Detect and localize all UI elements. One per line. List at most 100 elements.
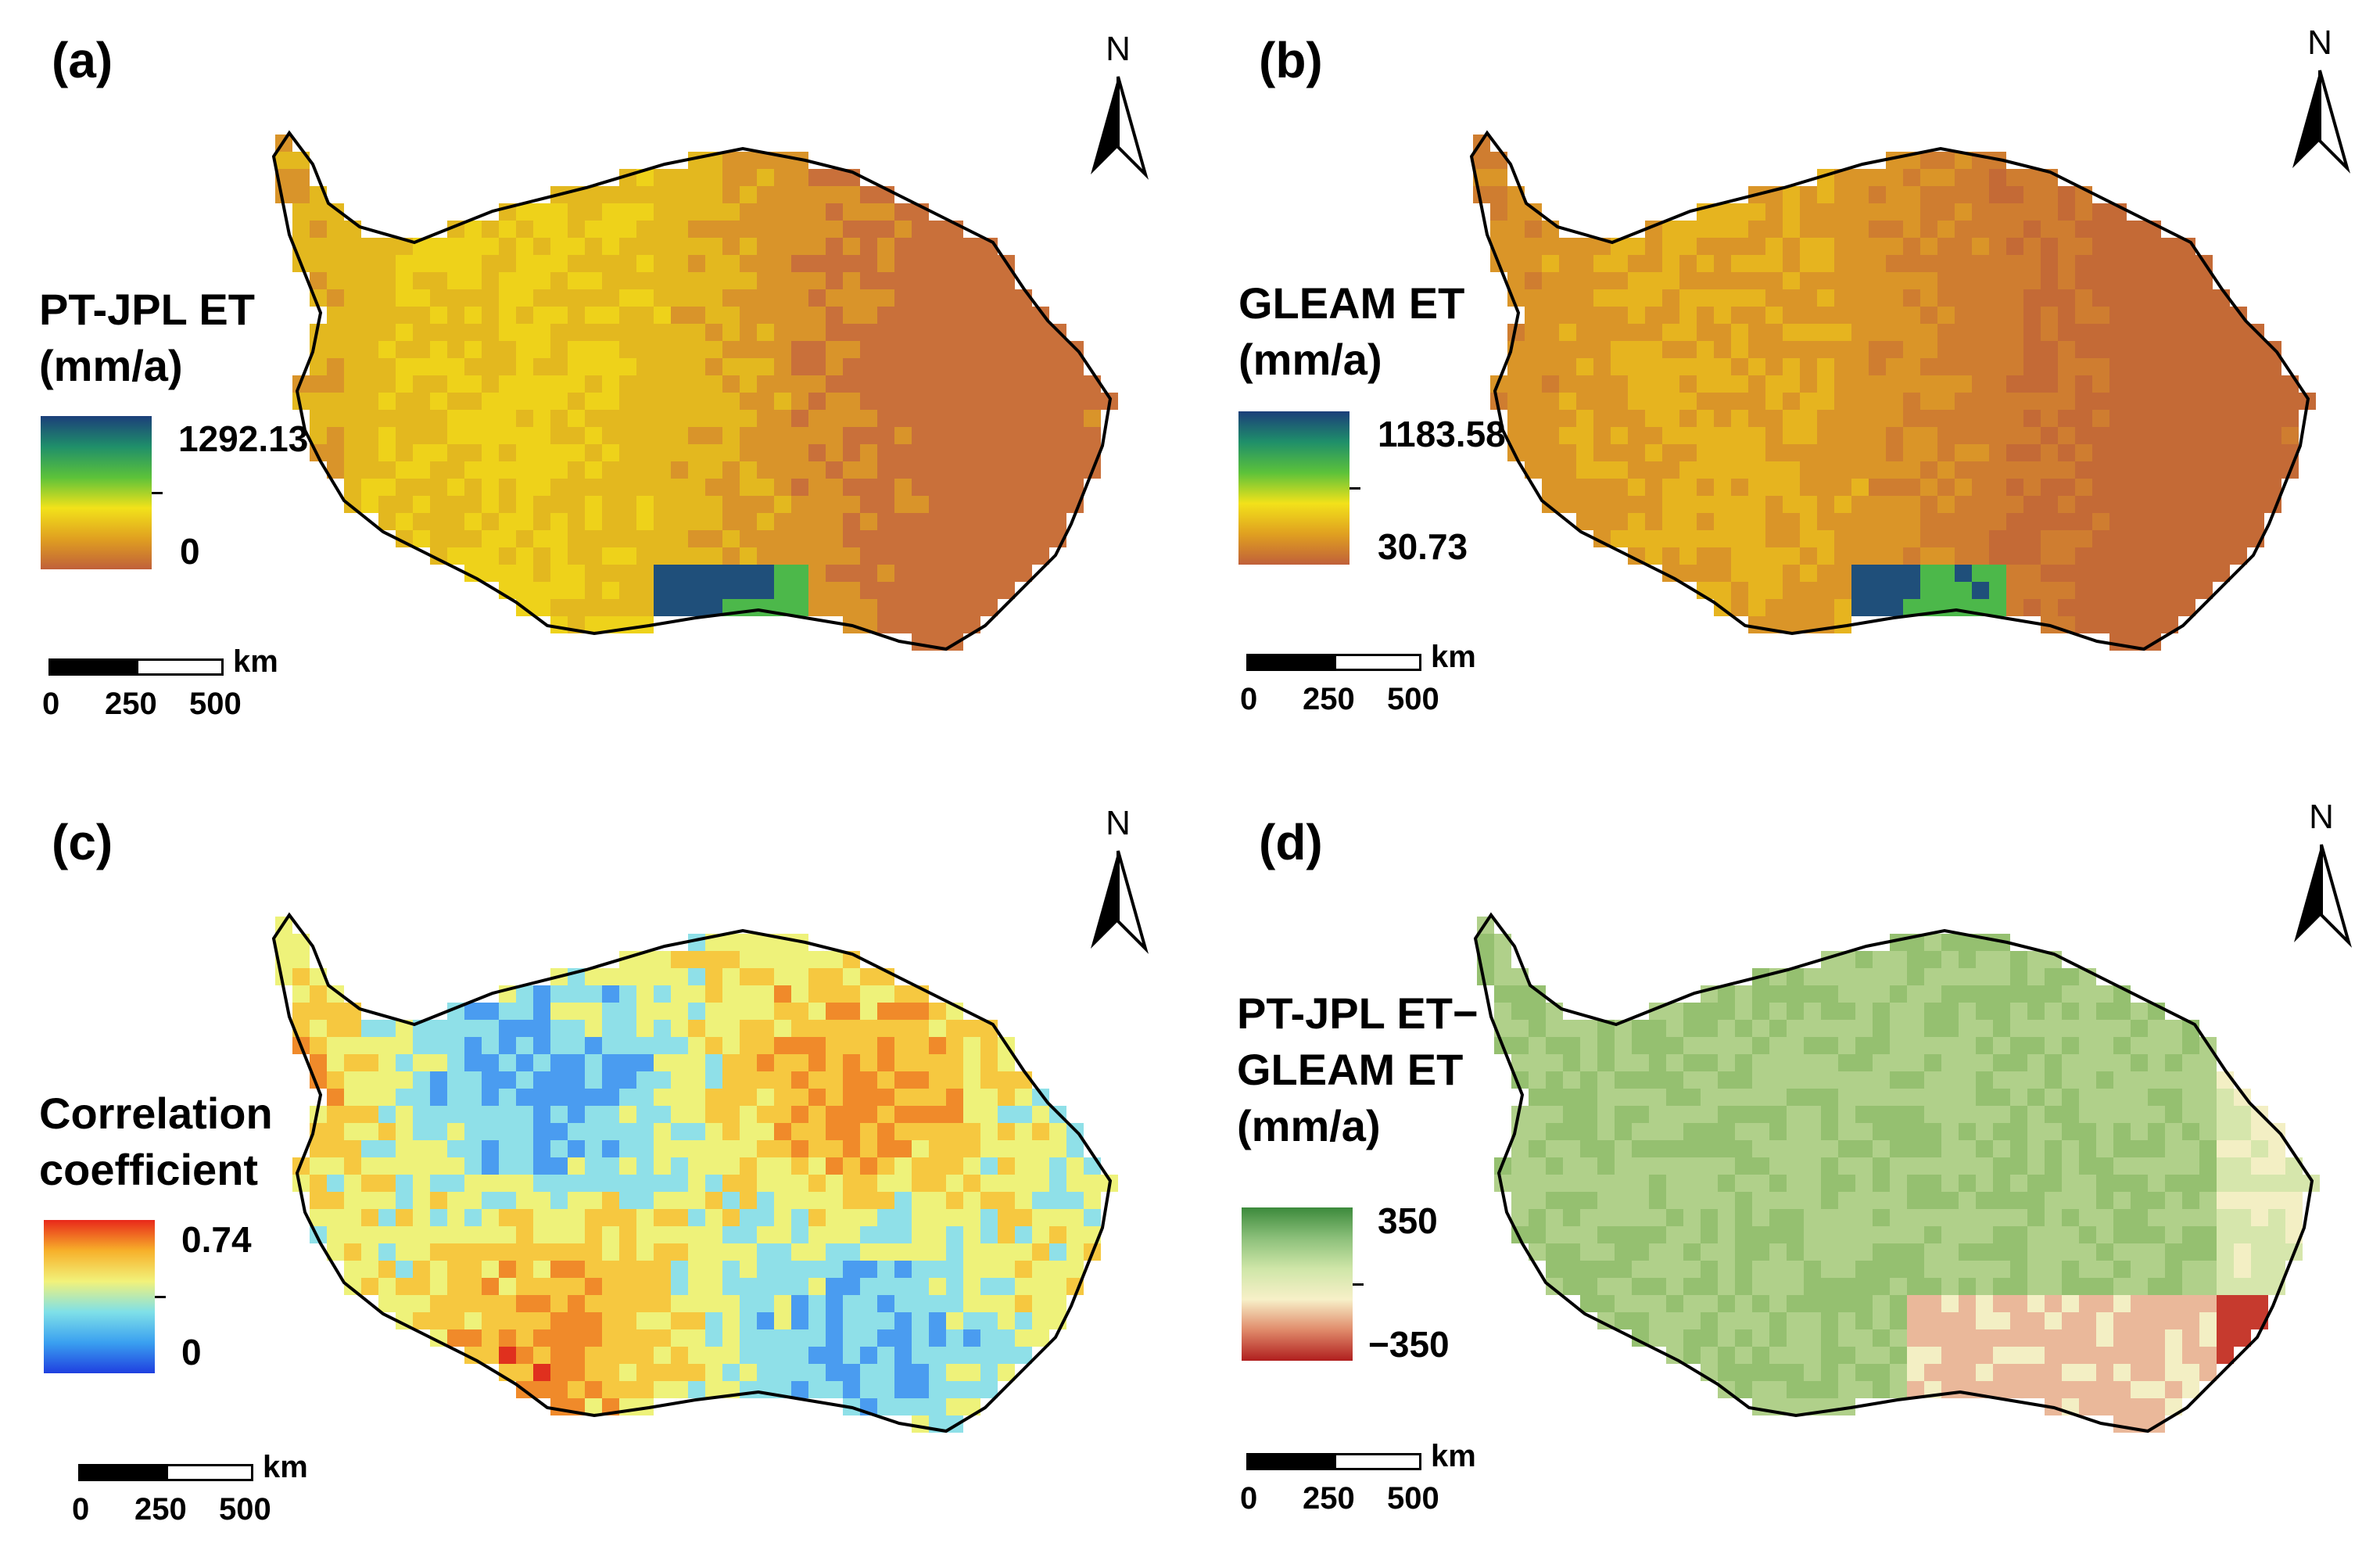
map-cell bbox=[1066, 461, 1084, 479]
map-cell bbox=[482, 513, 499, 530]
map-cell bbox=[550, 1295, 568, 1312]
map-cell bbox=[1542, 238, 1559, 255]
map-cell bbox=[894, 1140, 912, 1157]
map-cell bbox=[688, 221, 705, 238]
map-cell bbox=[1662, 341, 1679, 358]
map-cell bbox=[1903, 393, 1920, 410]
map-cell bbox=[464, 513, 482, 530]
map-cell bbox=[2045, 1381, 2062, 1398]
map-cell bbox=[2023, 375, 2041, 393]
map-cell bbox=[1959, 968, 1976, 985]
map-cell bbox=[843, 1209, 860, 1226]
map-cell bbox=[550, 1329, 568, 1347]
map-cell bbox=[1615, 1226, 1632, 1243]
map-cell bbox=[2285, 1175, 2303, 1192]
map-cell bbox=[2178, 461, 2195, 479]
map-cell bbox=[1855, 1312, 1873, 1329]
map-cell bbox=[464, 255, 482, 272]
map-cell bbox=[2023, 582, 2041, 599]
map-cell bbox=[310, 203, 327, 221]
map-cell bbox=[1752, 1140, 1769, 1157]
map-cell bbox=[1559, 427, 1576, 444]
map-cell bbox=[568, 461, 585, 479]
map-cell bbox=[1580, 1261, 1597, 1278]
map-cell bbox=[568, 375, 585, 393]
map-cell bbox=[361, 289, 378, 307]
map-cell bbox=[1735, 1261, 1752, 1278]
map-cell bbox=[826, 1003, 843, 1020]
map-cell bbox=[2178, 599, 2195, 616]
map-cell bbox=[361, 1278, 378, 1295]
map-cell bbox=[1765, 461, 1783, 479]
map-cell bbox=[1563, 1037, 1580, 1054]
map-cell bbox=[2096, 1398, 2113, 1415]
map-cell bbox=[1679, 513, 1697, 530]
map-cell bbox=[2010, 1295, 2027, 1312]
map-cell bbox=[860, 358, 877, 375]
map-cell bbox=[946, 1295, 963, 1312]
map-cell bbox=[877, 565, 894, 582]
map-cell bbox=[843, 186, 860, 203]
map-cell bbox=[396, 1295, 413, 1312]
map-cell bbox=[602, 565, 619, 582]
map-cell bbox=[1920, 272, 1937, 289]
map-cell bbox=[808, 1089, 826, 1106]
map-cell bbox=[2230, 324, 2247, 341]
map-cell bbox=[843, 1261, 860, 1278]
map-cell bbox=[1718, 1123, 1735, 1140]
map-cell bbox=[2045, 1261, 2062, 1278]
map-cell bbox=[860, 324, 877, 341]
map-cell bbox=[1511, 1175, 1529, 1192]
map-cell bbox=[722, 1295, 740, 1312]
map-cell bbox=[1817, 530, 1834, 547]
map-cell bbox=[2217, 1157, 2234, 1175]
map-cell bbox=[1804, 1140, 1821, 1157]
map-cell bbox=[826, 307, 843, 324]
map-cell bbox=[2281, 393, 2299, 410]
map-cell bbox=[482, 1020, 499, 1037]
map-cell bbox=[585, 1226, 602, 1243]
map-cell bbox=[946, 1226, 963, 1243]
map-cell bbox=[2006, 324, 2023, 341]
map-cell bbox=[2131, 1381, 2148, 1398]
map-cell bbox=[1800, 461, 1817, 479]
map-cell bbox=[344, 1278, 361, 1295]
map-cell bbox=[1628, 410, 1645, 427]
map-cell bbox=[482, 1175, 499, 1192]
north-label: N bbox=[2307, 23, 2332, 62]
map-cell bbox=[1679, 272, 1697, 289]
map-cell bbox=[1679, 238, 1697, 255]
map-cell bbox=[860, 410, 877, 427]
map-cell bbox=[2161, 530, 2178, 547]
map-cell bbox=[396, 1089, 413, 1106]
map-cell bbox=[860, 565, 877, 582]
scale-tick: 500 bbox=[219, 1492, 271, 1527]
map-cell bbox=[740, 1020, 757, 1037]
map-cell bbox=[1718, 1261, 1735, 1278]
map-cell bbox=[1800, 496, 1817, 513]
map-cell bbox=[636, 968, 654, 985]
map-cell bbox=[1838, 1157, 1855, 1175]
map-cell bbox=[327, 221, 344, 238]
map-cell bbox=[516, 1089, 533, 1106]
map-cell bbox=[550, 547, 568, 565]
map-cell bbox=[2199, 1140, 2217, 1157]
map-cell bbox=[1955, 444, 1972, 461]
map-cell bbox=[602, 547, 619, 565]
map-cell bbox=[585, 1140, 602, 1157]
map-cell bbox=[396, 1054, 413, 1071]
map-cell bbox=[1873, 985, 1890, 1003]
map-cell bbox=[2131, 1123, 2148, 1140]
map-cell bbox=[516, 427, 533, 444]
map-cell bbox=[1955, 375, 1972, 393]
map-cell bbox=[430, 1175, 447, 1192]
map-cell bbox=[2247, 461, 2264, 479]
map-cell bbox=[946, 530, 963, 547]
map-cell bbox=[1701, 1037, 1718, 1054]
map-cell bbox=[2131, 1295, 2148, 1312]
map-cell bbox=[1615, 1312, 1632, 1329]
map-cell bbox=[516, 307, 533, 324]
map-cell bbox=[1924, 1278, 1941, 1295]
map-cell bbox=[654, 1175, 671, 1192]
map-cell bbox=[2199, 1175, 2217, 1192]
